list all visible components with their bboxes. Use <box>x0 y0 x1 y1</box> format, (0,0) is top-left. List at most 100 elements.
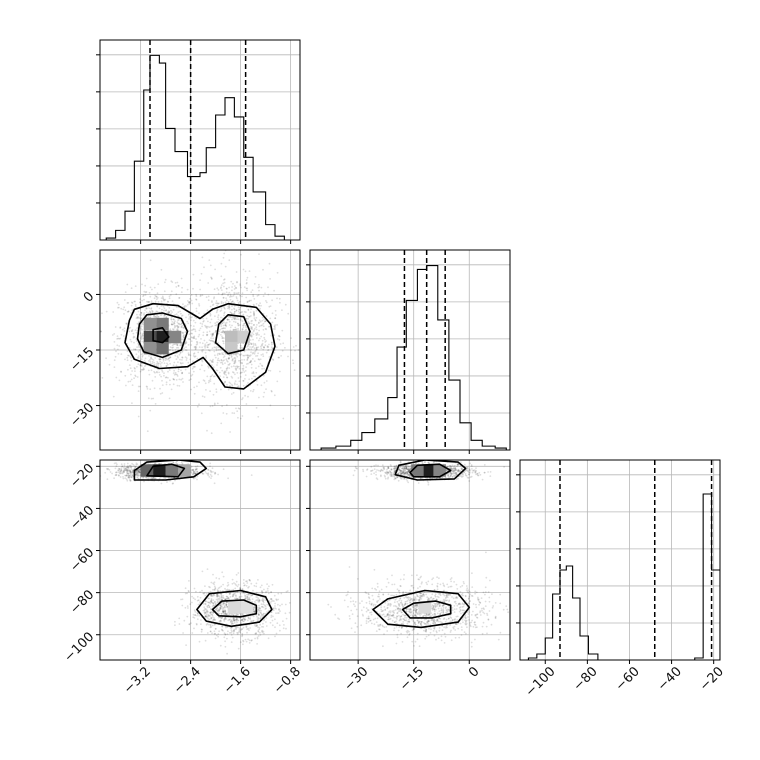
scatter-point <box>242 384 245 387</box>
scatter-point <box>181 356 184 359</box>
scatter-point <box>255 326 258 329</box>
scatter-point <box>264 608 267 610</box>
scatter-point <box>265 590 268 593</box>
scatter-point <box>156 310 159 313</box>
scatter-point <box>208 614 210 617</box>
scatter-point <box>257 597 260 600</box>
scatter-point <box>228 618 231 621</box>
scatter-point <box>126 465 129 468</box>
scatter-point <box>167 357 170 360</box>
scatter-point <box>249 361 252 364</box>
scatter-point <box>265 617 268 619</box>
scatter-point <box>167 300 169 303</box>
scatter-point <box>236 597 238 600</box>
scatter-point <box>220 316 222 319</box>
scatter-point <box>237 352 240 355</box>
scatter-point <box>195 343 198 346</box>
histogram-bin <box>144 90 150 240</box>
scatter-point <box>124 358 126 361</box>
scatter-point <box>210 598 213 600</box>
scatter-point <box>232 588 235 591</box>
scatter-point <box>202 320 205 323</box>
scatter-point <box>235 309 238 311</box>
scatter-point <box>194 330 197 333</box>
scatter-point <box>211 614 214 617</box>
scatter-point <box>227 619 230 622</box>
scatter-point <box>160 462 163 465</box>
scatter-point <box>239 311 242 314</box>
scatter-point <box>247 617 250 620</box>
scatter-point <box>223 351 226 354</box>
scatter-point <box>153 477 156 480</box>
scatter-point <box>253 375 255 378</box>
scatter-point <box>192 470 195 472</box>
scatter-point <box>140 362 143 365</box>
scatter-point <box>222 297 225 299</box>
scatter-point <box>141 332 144 335</box>
scatter-point <box>225 324 227 327</box>
scatter-point <box>253 611 256 613</box>
scatter-point <box>258 599 261 602</box>
scatter-point <box>235 597 238 600</box>
scatter-point <box>228 632 231 634</box>
scatter-point <box>236 585 239 588</box>
scatter-point <box>233 308 236 311</box>
scatter-point <box>192 328 195 330</box>
scatter-point <box>222 596 224 599</box>
scatter-point <box>163 362 166 364</box>
scatter-point <box>138 470 141 473</box>
scatter-point <box>192 319 195 322</box>
scatter-point <box>246 597 249 600</box>
scatter-point <box>132 335 135 338</box>
scatter-point <box>171 321 174 323</box>
scatter-point <box>164 278 167 281</box>
scatter-point <box>250 343 253 345</box>
panel-hist-param3 <box>516 459 721 664</box>
scatter-point <box>228 320 231 323</box>
scatter-point <box>263 391 266 394</box>
scatter-point <box>242 369 245 371</box>
scatter-point <box>210 325 213 328</box>
histogram-bin <box>460 423 471 450</box>
scatter-point <box>265 351 268 354</box>
scatter-point <box>215 349 218 352</box>
scatter-point <box>221 629 224 632</box>
scatter-point <box>362 470 365 473</box>
scatter-point <box>176 321 179 324</box>
scatter-point <box>210 333 213 335</box>
scatter-point <box>249 355 251 357</box>
scatter-point <box>248 299 251 302</box>
scatter-point <box>216 359 219 362</box>
histogram-bin <box>200 173 206 240</box>
scatter-point <box>244 617 247 619</box>
scatter-point <box>261 343 263 346</box>
scatter-point <box>209 590 212 593</box>
scatter-point <box>177 367 180 370</box>
scatter-point <box>178 623 181 625</box>
scatter-point <box>221 352 224 354</box>
scatter-point <box>213 350 216 353</box>
scatter-point <box>174 320 176 322</box>
scatter-point <box>262 626 265 628</box>
scatter-point <box>175 352 178 355</box>
scatter-point <box>152 477 155 479</box>
scatter-point <box>209 624 212 627</box>
histogram-bin <box>188 177 201 240</box>
scatter-point <box>210 611 212 614</box>
scatter-point <box>271 312 274 315</box>
scatter-point <box>194 465 197 468</box>
scatter-point <box>222 601 225 604</box>
scatter-point <box>172 308 175 311</box>
scatter-point <box>213 482 216 485</box>
scatter-point <box>106 478 109 481</box>
scatter-point <box>242 643 244 646</box>
scatter-point <box>161 384 164 386</box>
panel-hist-param2 <box>306 249 511 454</box>
scatter-point <box>206 344 209 347</box>
scatter-point <box>251 352 254 355</box>
scatter-point <box>140 323 143 325</box>
scatter-point <box>218 359 221 362</box>
scatter-point <box>153 462 156 465</box>
scatter-point <box>279 370 281 373</box>
scatter-point <box>126 472 129 475</box>
